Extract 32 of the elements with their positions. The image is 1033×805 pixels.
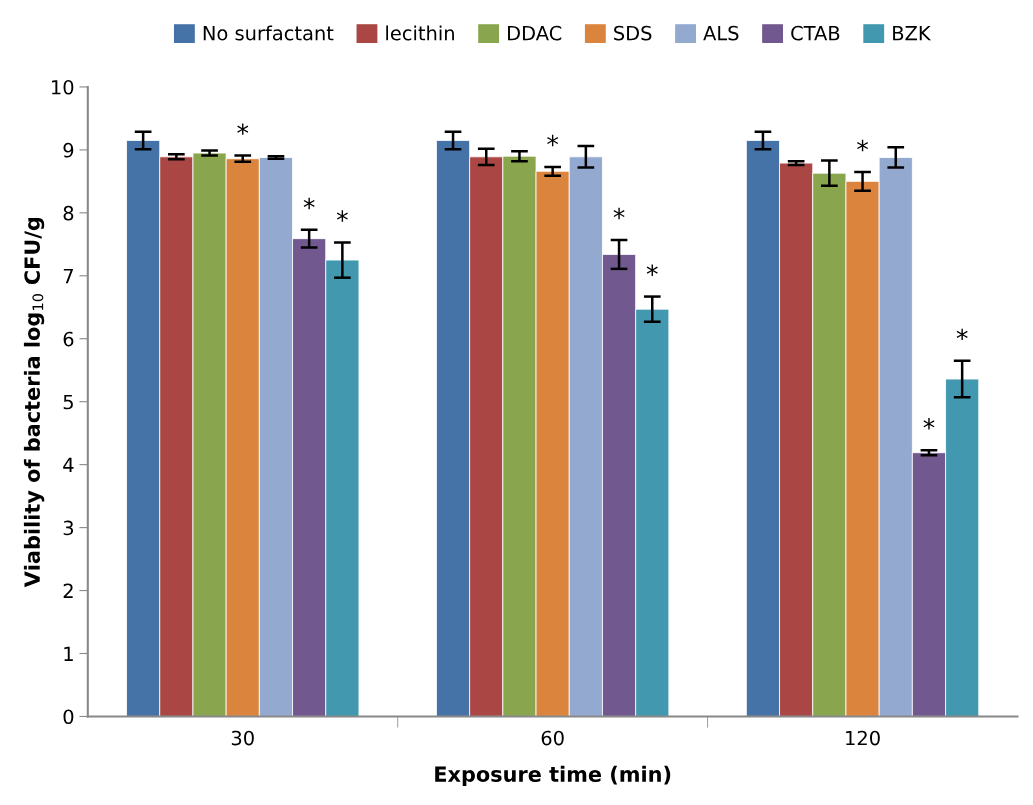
data-label: * — [336, 210, 348, 222]
data-label: * — [303, 197, 315, 210]
legend-label: DDAC — [508, 25, 562, 41]
x-tick-label: 120 — [846, 730, 880, 746]
y-tick-label: 1 — [64, 646, 73, 661]
legend-label: SDS — [614, 25, 652, 41]
y-tick-label: 10 — [52, 79, 74, 95]
data-label: * — [237, 123, 249, 135]
x-tick-label: 30 — [231, 730, 254, 746]
data-label: * — [646, 264, 658, 276]
y-tick-label: 5 — [63, 394, 73, 410]
y-axis-title: Viability of bacteria log$_{10}$ CFU/g — [23, 217, 45, 588]
data-label: * — [923, 418, 935, 430]
legend-label: CTAB — [791, 25, 840, 41]
y-tick-label: 0 — [63, 709, 74, 725]
y-tick-label: 9 — [63, 142, 74, 158]
data-label: * — [857, 139, 869, 152]
legend-label: No surfactant — [203, 25, 334, 41]
y-tick-label: 4 — [63, 457, 74, 473]
legend-label: BZK — [893, 26, 932, 41]
data-label: * — [956, 328, 968, 341]
y-tick-label: 7 — [63, 269, 73, 284]
y-tick-label: 3 — [63, 520, 74, 536]
data-label: * — [547, 134, 559, 147]
x-axis-title: Exposure time (min) — [435, 765, 671, 786]
legend-label: lecithin — [386, 25, 454, 41]
legend-label: ALS — [703, 25, 739, 41]
y-tick-label: 8 — [63, 205, 74, 221]
x-tick-label: 60 — [541, 730, 564, 746]
y-tick-label: 2 — [63, 583, 73, 598]
y-tick-label: 6 — [63, 331, 74, 347]
data-label: * — [613, 207, 625, 220]
